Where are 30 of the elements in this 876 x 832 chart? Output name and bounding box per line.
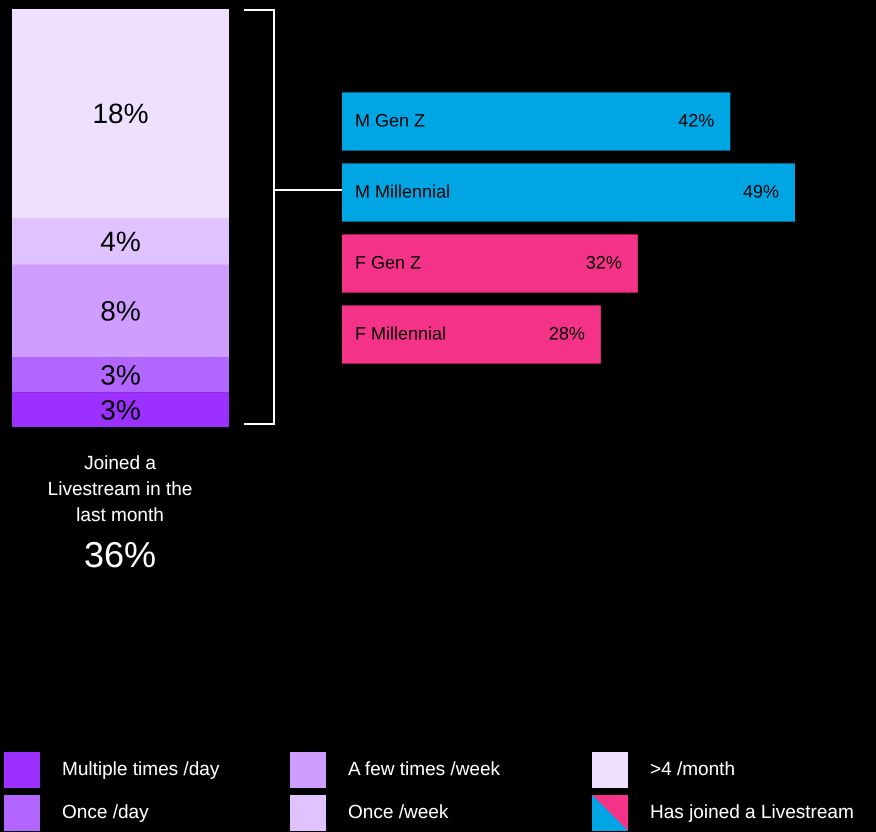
- data-label: 28%: [548, 323, 585, 344]
- data-label: 8%: [100, 296, 141, 327]
- y-tick-label: M Millennial: [355, 181, 450, 202]
- data-label: 18%: [92, 98, 149, 130]
- legend-label: Once /day: [62, 802, 149, 824]
- y-tick-label: F Gen Z: [355, 252, 422, 272]
- bar: [342, 163, 795, 222]
- bar: [12, 392, 229, 427]
- data-label: 49%: [742, 181, 779, 202]
- legend-label: Has joined a Livestream: [650, 802, 854, 824]
- bar: [342, 234, 638, 293]
- data-label: 32%: [586, 252, 622, 272]
- bar: [342, 305, 601, 364]
- data-label: 42%: [678, 110, 714, 130]
- legend-label: Once /week: [348, 802, 448, 824]
- legend-label: >4 /month: [650, 759, 736, 781]
- y-tick-label: M Gen Z: [355, 110, 426, 130]
- bar: [12, 264, 229, 358]
- y-tick-label: F Millennial: [355, 323, 446, 344]
- data-label: 4%: [100, 226, 141, 257]
- data-label: 3%: [100, 394, 141, 426]
- bar: [12, 9, 229, 218]
- legend-label: A few times /week: [348, 759, 500, 781]
- text: Joined a Livestream in the last month: [46, 452, 194, 528]
- text: 36%: [82, 534, 158, 575]
- legend-label: Multiple times /day: [62, 759, 220, 781]
- data-label: 3%: [100, 359, 141, 390]
- bar: [342, 92, 730, 151]
- bar: [12, 218, 229, 264]
- bar: [12, 357, 229, 392]
